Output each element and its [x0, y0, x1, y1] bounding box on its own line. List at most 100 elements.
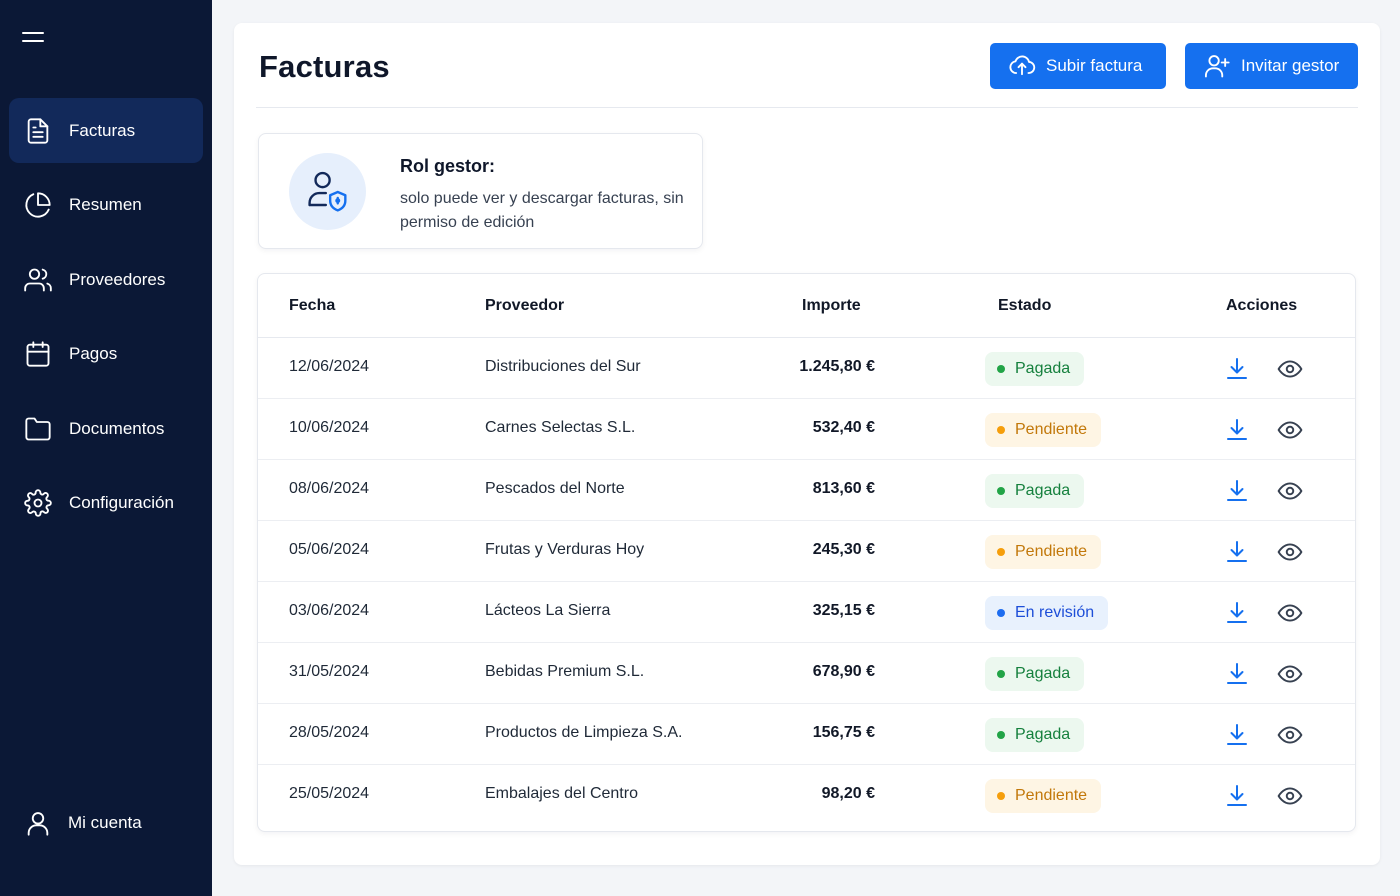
sidebar-item-resumen[interactable]: Resumen	[9, 173, 203, 238]
table-row[interactable]: 31/05/2024 Bebidas Premium S.L. 678,90 €…	[258, 643, 1355, 704]
sidebar-item-mi-cuenta[interactable]: Mi cuenta	[9, 792, 203, 854]
table-header: Fecha Proveedor Importe Estado Acciones	[258, 274, 1355, 338]
status-dot	[997, 487, 1005, 495]
sidebar-item-pagos[interactable]: Pagos	[9, 322, 203, 387]
column-header-fecha[interactable]: Fecha	[289, 297, 336, 314]
status-dot	[997, 670, 1005, 678]
invoice-date: 03/06/2024	[289, 602, 370, 619]
invoice-supplier: Productos de Limpieza S.A.	[485, 724, 683, 741]
user-plus-icon	[1203, 52, 1231, 80]
users-icon	[23, 265, 53, 295]
role-description: solo puede ver y descargar facturas, sin…	[400, 190, 684, 231]
sidebar: Facturas Resumen Proveedores Pagos Docum…	[0, 0, 212, 896]
invite-manager-button[interactable]: Invitar gestor	[1185, 43, 1358, 89]
view-icon[interactable]	[1276, 721, 1304, 749]
download-icon[interactable]	[1223, 477, 1251, 505]
invoice-date: 31/05/2024	[289, 663, 370, 680]
table-row[interactable]: 12/06/2024 Distribuciones del Sur 1.245,…	[258, 338, 1355, 399]
invoices-table: Fecha Proveedor Importe Estado Acciones …	[257, 273, 1356, 832]
download-icon[interactable]	[1223, 782, 1251, 810]
sidebar-item-label: Facturas	[69, 120, 136, 140]
status-badge: Pagada	[985, 718, 1085, 752]
status-dot	[997, 731, 1005, 739]
status-label: Pagada	[1015, 726, 1071, 743]
invoice-amount: 245,30 €	[812, 541, 875, 558]
download-icon[interactable]	[1223, 599, 1251, 627]
status-badge: Pendiente	[985, 535, 1102, 569]
invoice-supplier: Embalajes del Centro	[485, 785, 638, 802]
download-icon[interactable]	[1223, 538, 1251, 566]
role-info-card: Rol gestor: solo puede ver y descargar f…	[258, 133, 703, 249]
invoice-date: 08/06/2024	[289, 480, 370, 497]
download-icon[interactable]	[1223, 355, 1251, 383]
status-badge: Pendiente	[985, 779, 1102, 813]
status-badge: En revisión	[985, 596, 1109, 630]
status-label: En revisión	[1015, 604, 1095, 621]
status-label: Pagada	[1015, 665, 1071, 682]
sidebar-item-label: Resumen	[69, 195, 142, 214]
table-row[interactable]: 05/06/2024 Frutas y Verduras Hoy 245,30 …	[258, 521, 1355, 582]
invite-manager-label: Invitar gestor	[1241, 56, 1340, 75]
gear-icon	[23, 488, 53, 518]
folder-icon	[23, 414, 53, 444]
status-dot	[997, 792, 1005, 800]
download-icon[interactable]	[1223, 721, 1251, 749]
table-row[interactable]: 10/06/2024 Carnes Selectas S.L. 532,40 €…	[258, 399, 1355, 460]
sidebar-item-label: Pagos	[69, 344, 118, 363]
sidebar-item-configuracion[interactable]: Configuración	[9, 471, 203, 536]
invoice-amount: 156,75 €	[812, 724, 875, 741]
status-badge: Pagada	[985, 474, 1085, 508]
invoice-date: 25/05/2024	[289, 785, 370, 802]
table-row[interactable]: 08/06/2024 Pescados del Norte 813,60 € P…	[258, 460, 1355, 521]
sidebar-item-facturas[interactable]: Facturas	[9, 98, 203, 163]
status-badge: Pendiente	[985, 413, 1102, 447]
column-header-estado[interactable]: Estado	[998, 297, 1052, 314]
status-badge: Pagada	[985, 657, 1085, 691]
main-panel: Facturas Subir factura Invitar gestor	[234, 23, 1380, 865]
pie-chart-icon	[23, 190, 53, 220]
view-icon[interactable]	[1276, 599, 1304, 627]
view-icon[interactable]	[1276, 660, 1304, 688]
status-label: Pendiente	[1015, 421, 1088, 438]
column-header-proveedor[interactable]: Proveedor	[485, 297, 565, 314]
status-label: Pagada	[1015, 482, 1071, 499]
invoice-date: 10/06/2024	[289, 419, 370, 436]
view-icon[interactable]	[1276, 477, 1304, 505]
sidebar-item-proveedores[interactable]: Proveedores	[9, 247, 203, 312]
view-icon[interactable]	[1276, 538, 1304, 566]
column-header-acciones: Acciones	[1226, 297, 1298, 314]
upload-invoice-button[interactable]: Subir factura	[990, 43, 1166, 89]
invoice-supplier: Carnes Selectas S.L.	[485, 419, 636, 436]
download-icon[interactable]	[1223, 416, 1251, 444]
invoice-amount: 325,15 €	[812, 602, 875, 619]
invoice-supplier: Lácteos La Sierra	[485, 602, 611, 619]
hamburger-icon[interactable]	[18, 24, 48, 50]
column-header-importe[interactable]: Importe	[802, 297, 861, 314]
status-dot	[997, 548, 1005, 556]
invoice-date: 12/06/2024	[289, 358, 370, 375]
status-label: Pendiente	[1015, 787, 1088, 804]
view-icon[interactable]	[1276, 355, 1304, 383]
table-row[interactable]: 03/06/2024 Lácteos La Sierra 325,15 € En…	[258, 582, 1355, 643]
sidebar-item-documentos[interactable]: Documentos	[9, 396, 203, 461]
invoice-supplier: Distribuciones del Sur	[485, 358, 641, 375]
sidebar-item-label: Configuración	[69, 493, 174, 512]
account-label: Mi cuenta	[68, 813, 142, 832]
role-title: Rol gestor:	[400, 156, 496, 176]
view-icon[interactable]	[1276, 782, 1304, 810]
file-text-icon	[23, 116, 53, 146]
user-icon	[23, 808, 53, 838]
sidebar-nav: Facturas Resumen Proveedores Pagos Docum…	[9, 98, 203, 545]
status-label: Pagada	[1015, 360, 1071, 377]
status-dot	[997, 609, 1005, 617]
download-icon[interactable]	[1223, 660, 1251, 688]
invoice-amount: 813,60 €	[812, 480, 875, 497]
invoice-amount: 1.245,80 €	[799, 358, 875, 375]
sidebar-item-label: Proveedores	[69, 269, 166, 289]
page-title: Facturas	[259, 49, 390, 84]
invoice-amount: 678,90 €	[812, 663, 875, 680]
table-row[interactable]: 28/05/2024 Productos de Limpieza S.A. 15…	[258, 704, 1355, 765]
view-icon[interactable]	[1276, 416, 1304, 444]
table-row[interactable]: 25/05/2024 Embalajes del Centro 98,20 € …	[258, 765, 1355, 826]
invoice-amount: 98,20 €	[821, 785, 875, 802]
